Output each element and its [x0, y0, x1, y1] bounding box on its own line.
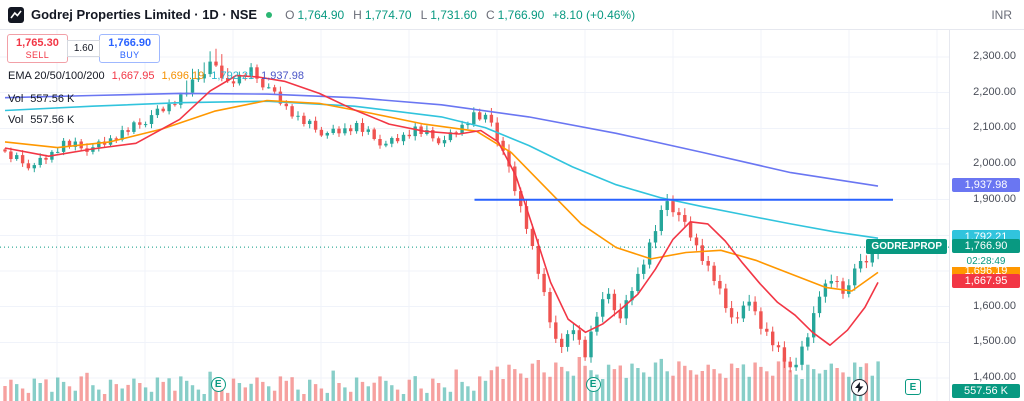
high-value: 1,774.70: [364, 7, 412, 22]
price-axis-label: 2,100.00: [973, 121, 1016, 134]
low-label: L: [420, 7, 428, 22]
open-label: O: [285, 7, 295, 22]
currency-label[interactable]: INR: [991, 7, 1012, 22]
ema50-value: 1,696.19: [161, 70, 205, 82]
chart-main: 1,765.30 SELL 1.60 1,766.90 BUY EMA 20/5…: [0, 30, 1024, 401]
sell-price: 1,765.30: [16, 37, 59, 49]
volume-legend-2-label: Vol: [8, 114, 24, 126]
volume-legend-2[interactable]: Vol 557.56 K: [8, 114, 74, 126]
price-axis-label: 2,300.00: [973, 50, 1016, 62]
trade-widget: 1,765.30 SELL 1.60 1,766.90 BUY: [7, 34, 161, 63]
volume-legend-2-value: 557.56 K: [30, 114, 75, 126]
ema200-price-badge: 1,937.98: [952, 178, 1020, 193]
candlestick-chart[interactable]: [0, 30, 949, 401]
app-logo-icon[interactable]: [8, 6, 24, 23]
spread-value: 1.60: [66, 40, 101, 57]
ema-legend[interactable]: EMA 20/50/100/200 1,667.95 1,696.19 1,79…: [8, 70, 304, 82]
upcoming-earnings-icon[interactable]: E: [905, 379, 921, 395]
earnings-marker[interactable]: E: [210, 377, 226, 392]
symbol-title[interactable]: Godrej Properties Limited · 1D · NSE: [31, 7, 258, 22]
earnings-marker[interactable]: E: [585, 377, 601, 392]
price-axis-label: 1,500.00: [973, 335, 1016, 348]
change-value: +8.10 (+0.46%): [552, 7, 636, 22]
buy-price: 1,766.90: [108, 37, 152, 49]
symbol-price-label: GODREJPROP: [866, 239, 947, 254]
bar-close-countdown: 02:28:49: [952, 256, 1020, 268]
close-value: 1,766.90: [497, 7, 545, 22]
high-label: H: [353, 7, 362, 22]
market-status-dot: [266, 11, 273, 18]
ema200-value: 1,937.98: [261, 70, 304, 82]
low-value: 1,731.60: [430, 7, 477, 22]
sell-button[interactable]: 1,765.30 SELL: [7, 34, 68, 63]
ema100-value: 1,792.21: [211, 70, 255, 82]
price-axis-label: 2,200.00: [973, 85, 1016, 98]
volume-legend-label: Vol: [8, 93, 24, 105]
chart-area[interactable]: 1,765.30 SELL 1.60 1,766.90 BUY EMA 20/5…: [0, 30, 949, 401]
price-axis[interactable]: 2,300.00 2,200.00 2,100.00 2,000.00 1,900.00…: [949, 30, 1024, 401]
upcoming-earnings-letter: E: [909, 381, 917, 393]
buy-label: BUY: [119, 50, 140, 60]
chart-header: Godrej Properties Limited · 1D · NSE O 1…: [0, 0, 1024, 30]
lightning-icon[interactable]: [851, 379, 868, 396]
price-axis-label: 1,400.00: [973, 371, 1016, 383]
sell-label: SELL: [25, 50, 50, 60]
open-value: 1,764.90: [297, 7, 345, 22]
ohlc-readout: O 1,764.90 H 1,774.70 L 1,731.60 C 1,766…: [279, 8, 635, 22]
price-axis-label: 1,900.00: [973, 192, 1016, 205]
volume-legend-value: 557.56 K: [30, 93, 75, 105]
price-axis-label: 1,600.00: [973, 299, 1016, 312]
buy-button[interactable]: 1,766.90 BUY: [99, 34, 161, 63]
ema20-price-badge: 1,667.95: [952, 274, 1020, 289]
ema20-value: 1,667.95: [111, 70, 155, 82]
price-axis-label: 2,000.00: [973, 157, 1016, 169]
volume-legend[interactable]: Vol 557.56 K: [8, 93, 74, 105]
last-price-badge: 1,766.90: [952, 239, 1020, 254]
ema-legend-label: EMA 20/50/100/200: [8, 70, 105, 82]
close-label: C: [485, 7, 495, 22]
lightning-bolt-glyph: [855, 382, 864, 393]
volume-badge: 557.56 K: [952, 384, 1020, 398]
